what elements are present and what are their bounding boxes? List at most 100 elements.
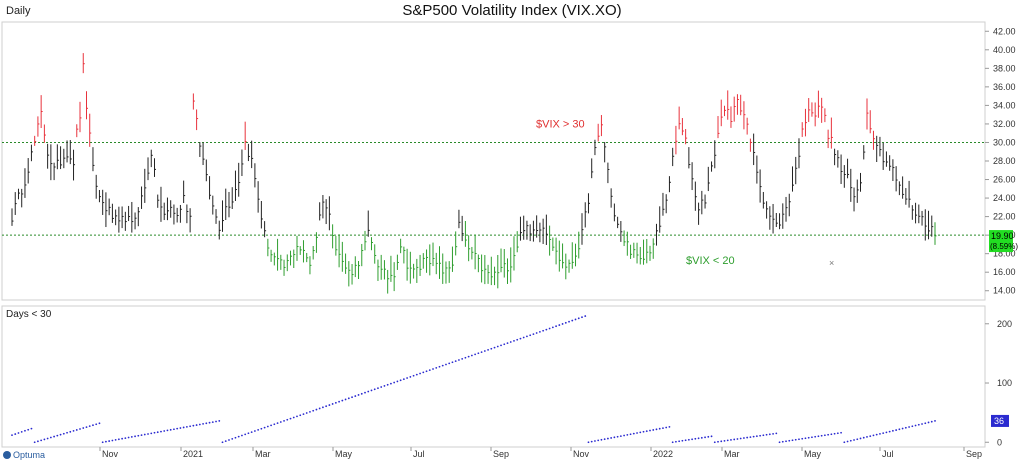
days-point (801, 437, 804, 440)
x-tick-label: Nov (102, 449, 119, 459)
days-point (380, 386, 383, 388)
days-point (872, 434, 875, 437)
days-point (140, 434, 143, 437)
days-point (707, 435, 710, 438)
days-point (454, 360, 457, 363)
y-tick-label: 42.00 (993, 26, 1016, 36)
x-tick-label: Mar (255, 449, 271, 459)
days-point (202, 422, 204, 425)
days-point (862, 436, 865, 439)
days-point (529, 334, 532, 337)
x-tick-label: Nov (573, 449, 590, 459)
days-point (150, 432, 153, 435)
days-point (160, 430, 162, 433)
days-point (435, 366, 438, 369)
days-point (425, 370, 428, 373)
days-point (147, 433, 149, 435)
days-point (911, 425, 914, 428)
days-point (276, 422, 279, 425)
days-point (448, 362, 451, 365)
days-point (519, 337, 522, 340)
days-point (730, 439, 732, 441)
days-point (681, 439, 684, 442)
days-point (788, 439, 791, 442)
lower-last-value-label: 36 (994, 416, 1004, 426)
days-point (377, 387, 379, 390)
y-tick-label: 24.00 (993, 193, 1016, 203)
days-point (33, 441, 36, 444)
days-point (195, 424, 198, 426)
days-point (263, 426, 266, 429)
days-point (221, 441, 224, 444)
days-point (467, 355, 470, 358)
reference-label-20: $VIX < 20 (686, 255, 735, 267)
x-tick-label: Jul (882, 449, 894, 459)
days-point (798, 438, 800, 441)
days-point (846, 440, 849, 443)
days-point (124, 437, 127, 440)
days-point (684, 439, 687, 442)
days-point (590, 440, 593, 443)
days-point (571, 319, 574, 322)
days-point (636, 432, 638, 434)
days-point (244, 433, 247, 436)
days-point (526, 335, 528, 338)
days-point (619, 435, 622, 437)
days-point (500, 344, 502, 347)
days-point (296, 415, 298, 418)
days-point (88, 425, 91, 428)
days-point (114, 438, 117, 441)
days-point (101, 441, 104, 444)
days-point (253, 430, 256, 432)
last-value-label: 19.90 (991, 231, 1014, 241)
days-point (318, 407, 321, 410)
days-point (723, 439, 726, 442)
days-point (613, 436, 616, 439)
days-point (62, 432, 65, 435)
days-point (117, 438, 120, 441)
days-point (370, 389, 373, 392)
days-point (759, 434, 762, 437)
x-tick-label: Mar (724, 449, 740, 459)
days-point (266, 425, 269, 428)
days-point (218, 420, 221, 422)
days-point (312, 409, 315, 412)
days-point (885, 431, 888, 434)
days-point (736, 438, 739, 440)
days-point (522, 336, 525, 339)
days-point (700, 436, 703, 439)
last-value-tag (989, 230, 1013, 253)
days-point (581, 316, 583, 319)
days-point (399, 379, 402, 382)
days-point (402, 378, 405, 381)
days-point (470, 354, 473, 357)
days-point (328, 404, 331, 406)
days-point (179, 427, 182, 429)
days-point (386, 383, 389, 386)
days-point (490, 347, 493, 350)
days-point (156, 431, 159, 434)
days-point (587, 441, 590, 444)
days-point (678, 440, 681, 443)
days-point (597, 439, 600, 442)
days-point (205, 422, 208, 425)
days-point (493, 346, 496, 349)
reference-label-30: $VIX > 30 (536, 118, 585, 130)
days-point (11, 434, 13, 437)
days-point (594, 440, 596, 442)
days-point (866, 436, 868, 438)
days-point (564, 321, 567, 324)
days-point (286, 418, 289, 421)
days-point (814, 435, 817, 438)
days-point (743, 437, 745, 439)
days-point (445, 363, 447, 366)
days-point (849, 439, 852, 442)
days-point (535, 332, 538, 334)
x-tick-label: May (804, 449, 822, 459)
days-point (169, 428, 172, 431)
days-point (697, 437, 700, 440)
days-point (234, 436, 237, 439)
days-point (428, 369, 431, 372)
days-panel-frame (1, 305, 986, 448)
